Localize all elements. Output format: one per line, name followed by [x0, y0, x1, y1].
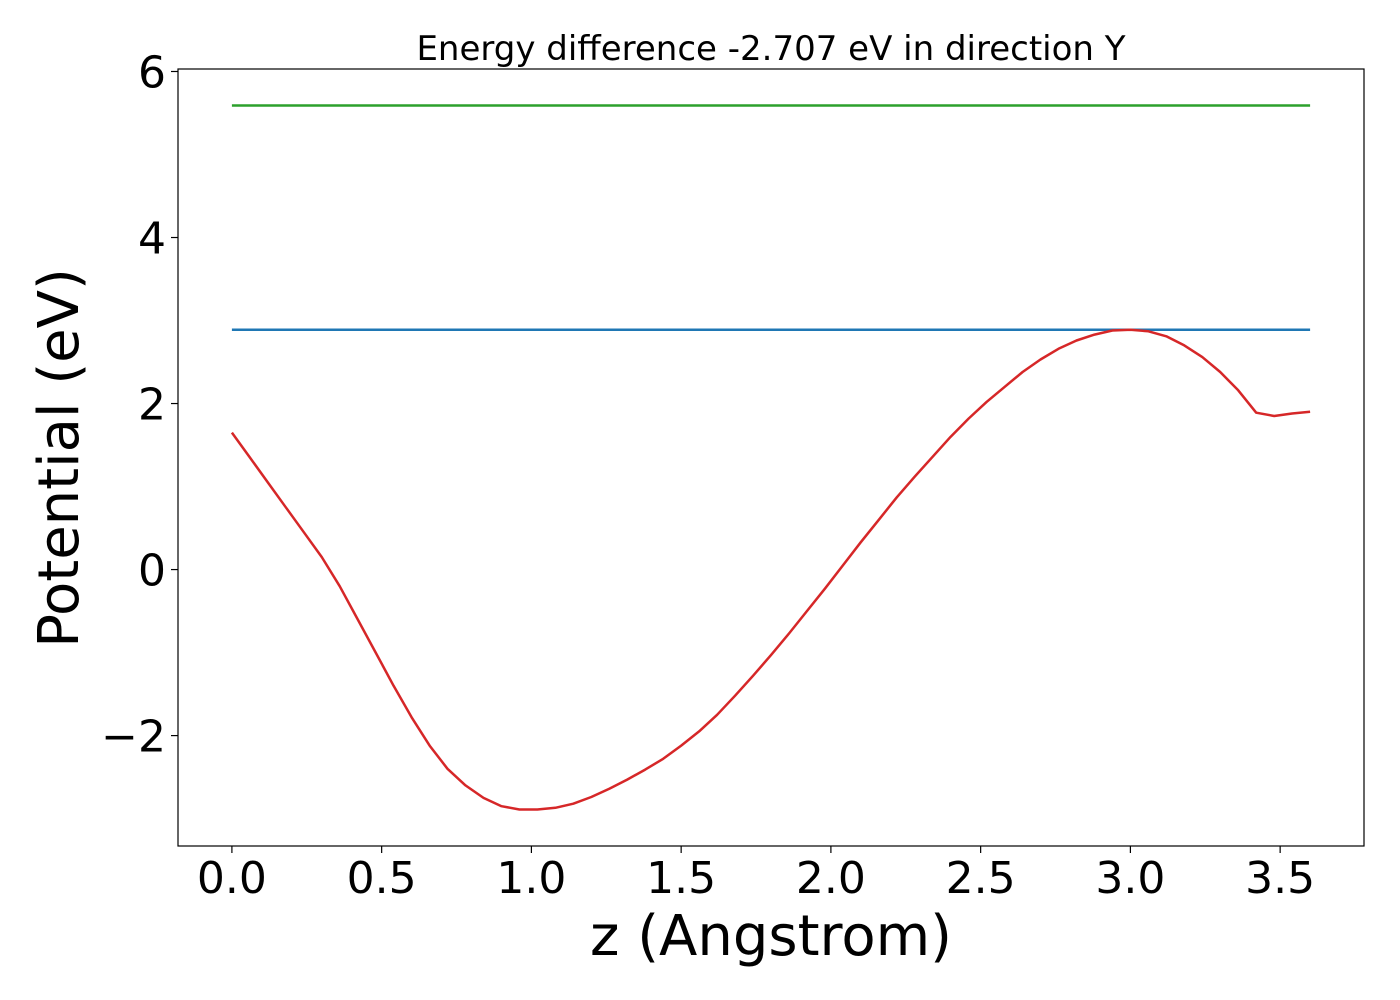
y-tick-label: 4	[138, 214, 166, 265]
y-tick-label: −2	[101, 712, 166, 763]
y-axis-label: Potential (eV)	[27, 268, 92, 648]
x-tick-label: 3.5	[1245, 853, 1315, 904]
y-axis: −2 0 2 4 6	[101, 47, 178, 763]
x-tick-label: 0.5	[347, 853, 417, 904]
x-tick-label: 3.0	[1095, 853, 1165, 904]
x-tick-label: 2.5	[946, 853, 1016, 904]
x-axis-label: z (Angstrom)	[590, 904, 952, 969]
x-tick-label: 1.5	[646, 853, 716, 904]
chart-title: Energy difference -2.707 eV in direction…	[416, 29, 1125, 69]
series-layer	[230, 104, 1311, 811]
series-line-2	[230, 328, 1311, 811]
y-tick-label: 0	[138, 546, 166, 597]
x-axis: 0.0 0.5 1.0 1.5 2.0 2.5 3.0 3.5	[197, 846, 1315, 904]
x-tick-label: 1.0	[496, 853, 566, 904]
plot-frame	[177, 68, 1365, 847]
x-tick-label: 0.0	[197, 853, 267, 904]
y-tick-label: 6	[138, 47, 166, 98]
y-tick-label: 2	[138, 380, 166, 431]
x-tick-label: 2.0	[796, 853, 866, 904]
